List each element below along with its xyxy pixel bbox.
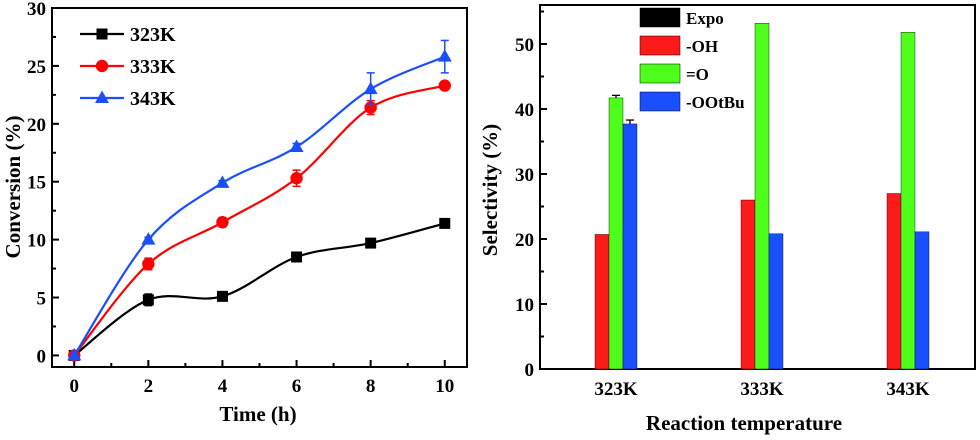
- conversion-plot-frame: [51, 7, 468, 368]
- y-tick-label: 50: [515, 35, 534, 56]
- legend-swatch: [639, 35, 681, 56]
- x-tick-label: 8: [366, 376, 376, 397]
- series-323K-point: [439, 217, 451, 229]
- bar-=O-343K: [900, 32, 916, 370]
- conversion-series: [67, 39, 452, 362]
- x-tick-label: 323K: [594, 379, 638, 400]
- y-tick-label: 20: [515, 230, 534, 251]
- series-323K-point: [365, 237, 377, 249]
- bar--OOtBu-333K: [768, 233, 784, 370]
- selectivity-y-axis-title: Selectivity (%): [478, 124, 502, 256]
- legend-label: 333K: [130, 56, 176, 78]
- legend-marker: [95, 59, 109, 73]
- legend-label: -OH: [686, 37, 718, 56]
- x-tick-label: 10: [435, 376, 454, 397]
- y-tick-label: 25: [27, 57, 46, 78]
- series-333K-point: [216, 216, 229, 229]
- legend-swatch: [639, 7, 681, 28]
- conversion-legend: 323K 333K 343K: [80, 24, 176, 110]
- y-tick-label: 20: [27, 115, 46, 136]
- series-343K-point: [289, 139, 304, 152]
- legend-label: Expo: [686, 9, 724, 28]
- series-343K-point: [141, 232, 156, 245]
- selectivity-bars: [594, 23, 930, 370]
- bar-=O-333K: [754, 23, 770, 370]
- legend-marker: [95, 90, 109, 103]
- bar-=O-323K: [608, 97, 624, 370]
- series-323K-point: [142, 294, 154, 306]
- x-tick-label: 0: [69, 376, 79, 397]
- y-tick-label: 10: [515, 295, 534, 316]
- series-333K-line: [73, 84, 446, 357]
- series-323K-line: [73, 222, 446, 357]
- series-343K-point: [215, 175, 230, 188]
- x-tick-label: 4: [218, 376, 228, 397]
- series-323K-point: [216, 290, 228, 302]
- series-343K-point: [363, 81, 378, 95]
- y-tick-label: 0: [525, 360, 535, 381]
- x-tick-label: 2: [144, 376, 154, 397]
- series-333K-point: [364, 101, 377, 114]
- y-tick-label: 5: [37, 289, 47, 310]
- conversion-y-axis-title: Conversion (%): [1, 116, 25, 259]
- bar--OOtBu-343K: [914, 231, 930, 370]
- legend-swatch: [639, 63, 681, 84]
- selectivity-x-axis-title: Reaction temperature: [646, 411, 842, 435]
- selectivity-legend: Expo -OH =O -OOtBu: [639, 7, 745, 112]
- y-tick-label: 0: [37, 346, 47, 367]
- bar--OH-333K: [740, 199, 756, 370]
- y-tick-label: 10: [27, 231, 46, 252]
- legend-marker: [96, 28, 108, 40]
- series-343K-line: [73, 55, 446, 357]
- bar--OH-343K: [886, 193, 902, 370]
- series-343K-point: [437, 49, 452, 62]
- conversion-axes: 0 2 4 6 8 10 0 5 10 15 20 25 30: [27, 0, 468, 397]
- legend-label: 323K: [130, 24, 176, 46]
- y-tick-label: 30: [27, 0, 46, 20]
- y-tick-label: 40: [515, 100, 534, 121]
- x-tick-label: 333K: [740, 379, 784, 400]
- legend-swatch: [639, 91, 681, 112]
- series-323K-point: [291, 251, 303, 263]
- y-tick-label: 30: [515, 165, 534, 186]
- legend-label: 343K: [130, 88, 176, 110]
- conversion-chart: 0 2 4 6 8 10 0 5 10 15 20 25 30 323K 333K 343K Time (h…: [1, 0, 468, 426]
- conversion-x-axis-title: Time (h): [219, 402, 296, 426]
- series-333K-point: [438, 79, 451, 92]
- series-333K-point: [142, 257, 155, 271]
- x-tick-label: 6: [292, 376, 302, 397]
- x-tick-label: 343K: [886, 379, 930, 400]
- legend-label: -OOtBu: [686, 93, 745, 112]
- series-333K-point: [290, 172, 303, 185]
- y-tick-label: 15: [27, 173, 46, 194]
- series-343K-point: [67, 347, 82, 361]
- bar--OH-323K: [594, 234, 610, 370]
- legend-label: =O: [686, 65, 709, 84]
- bar--OOtBu-323K: [622, 123, 638, 370]
